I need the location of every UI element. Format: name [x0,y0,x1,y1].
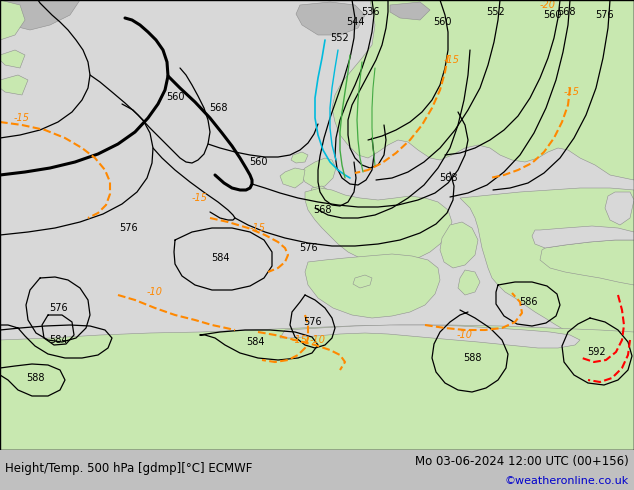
Text: 544: 544 [346,17,365,27]
Text: 568: 568 [557,7,575,17]
Text: -20: -20 [540,0,556,10]
Text: -15: -15 [250,223,266,233]
Text: 568: 568 [313,205,331,215]
Polygon shape [291,152,308,163]
Text: ©weatheronline.co.uk: ©weatheronline.co.uk [505,476,629,486]
Text: -15: -15 [14,113,30,123]
Polygon shape [390,2,430,20]
Text: 560: 560 [543,10,561,20]
Text: 576: 576 [299,243,317,253]
Text: 576: 576 [596,10,614,20]
Polygon shape [0,50,25,68]
Text: 568: 568 [439,173,457,183]
Polygon shape [332,0,634,180]
Text: Height/Temp. 500 hPa [gdmp][°C] ECMWF: Height/Temp. 500 hPa [gdmp][°C] ECMWF [5,462,252,474]
Polygon shape [605,192,634,225]
Polygon shape [280,168,305,188]
Text: 584: 584 [210,253,230,263]
Polygon shape [458,270,480,295]
Text: -10: -10 [310,335,326,345]
Text: -15: -15 [292,335,308,345]
Polygon shape [0,0,25,40]
Text: 552: 552 [487,7,505,17]
Text: 576: 576 [49,303,67,313]
Polygon shape [353,275,372,288]
Polygon shape [296,2,365,35]
Text: 560: 560 [249,157,268,167]
Text: -10: -10 [147,287,163,297]
Polygon shape [305,188,452,264]
Text: 560: 560 [433,17,451,27]
Polygon shape [0,325,634,450]
Text: -15: -15 [564,87,580,97]
Text: -15: -15 [192,193,208,203]
Polygon shape [460,188,634,360]
Polygon shape [0,75,28,95]
Polygon shape [300,158,336,188]
Polygon shape [280,325,580,348]
Text: -10: -10 [457,330,473,340]
Text: 588: 588 [463,353,481,363]
Text: 560: 560 [165,92,184,102]
Text: 568: 568 [209,103,227,113]
Polygon shape [308,186,328,202]
Text: 588: 588 [26,373,44,383]
Text: -15: -15 [444,55,460,65]
Polygon shape [532,226,634,248]
Polygon shape [540,240,634,285]
Text: 584: 584 [49,335,67,345]
Text: 584: 584 [246,337,264,347]
Text: Mo 03-06-2024 12:00 UTC (00+156): Mo 03-06-2024 12:00 UTC (00+156) [415,455,629,467]
Polygon shape [305,254,440,318]
Text: 552: 552 [330,33,349,43]
Text: 536: 536 [361,7,379,17]
Polygon shape [440,222,478,268]
Text: 586: 586 [519,297,537,307]
Text: 576: 576 [302,317,321,327]
Polygon shape [0,0,80,30]
Text: 592: 592 [586,347,605,357]
Text: 576: 576 [119,223,138,233]
